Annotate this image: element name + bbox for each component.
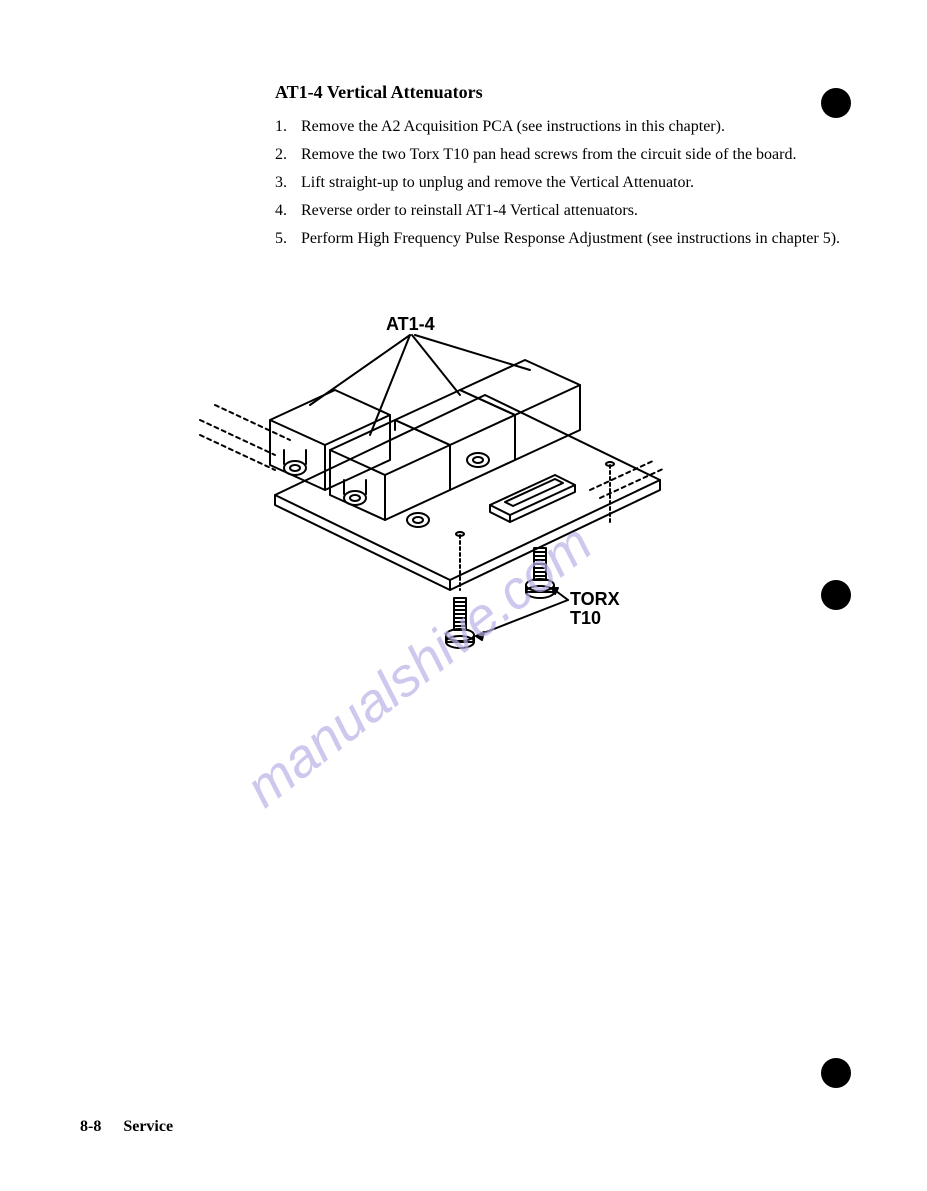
step-text: Remove the two Torx T10 pan head screws …	[301, 145, 840, 165]
diagram-label-torx-line1: TORX	[570, 589, 620, 609]
step-number: 2.	[275, 145, 301, 165]
step-text: Remove the A2 Acquisition PCA (see instr…	[301, 117, 840, 137]
list-item: 2. Remove the two Torx T10 pan head scre…	[275, 145, 840, 165]
page-number: 8-8	[80, 1118, 101, 1135]
step-text: Perform High Frequency Pulse Response Ad…	[301, 229, 840, 249]
page: AT1-4 Vertical Attenuators 1. Remove the…	[0, 0, 927, 1191]
step-text: Lift straight-up to unplug and remove th…	[301, 173, 840, 193]
diagram: AT1-4 TORX T10	[160, 300, 760, 940]
main-content: AT1-4 Vertical Attenuators 1. Remove the…	[275, 82, 840, 249]
step-number: 1.	[275, 117, 301, 137]
list-item: 4. Reverse order to reinstall AT1-4 Vert…	[275, 201, 840, 221]
exploded-view-svg	[160, 300, 760, 700]
step-number: 4.	[275, 201, 301, 221]
section-name: Service	[123, 1118, 173, 1135]
step-number: 5.	[275, 229, 301, 249]
step-text: Reverse order to reinstall AT1-4 Vertica…	[301, 201, 840, 221]
steps-list: 1. Remove the A2 Acquisition PCA (see in…	[275, 117, 840, 249]
section-heading: AT1-4 Vertical Attenuators	[275, 82, 840, 103]
margin-dot-icon	[821, 1058, 851, 1088]
page-footer: 8-8 Service	[80, 1118, 173, 1136]
margin-dot-icon	[821, 88, 851, 118]
list-item: 5. Perform High Frequency Pulse Response…	[275, 229, 840, 249]
step-number: 3.	[275, 173, 301, 193]
list-item: 3. Lift straight-up to unplug and remove…	[275, 173, 840, 193]
margin-dot-icon	[821, 580, 851, 610]
diagram-label-at14: AT1-4	[386, 314, 435, 335]
diagram-label-torx: TORX T10	[570, 590, 620, 628]
list-item: 1. Remove the A2 Acquisition PCA (see in…	[275, 117, 840, 137]
diagram-label-torx-line2: T10	[570, 608, 601, 628]
